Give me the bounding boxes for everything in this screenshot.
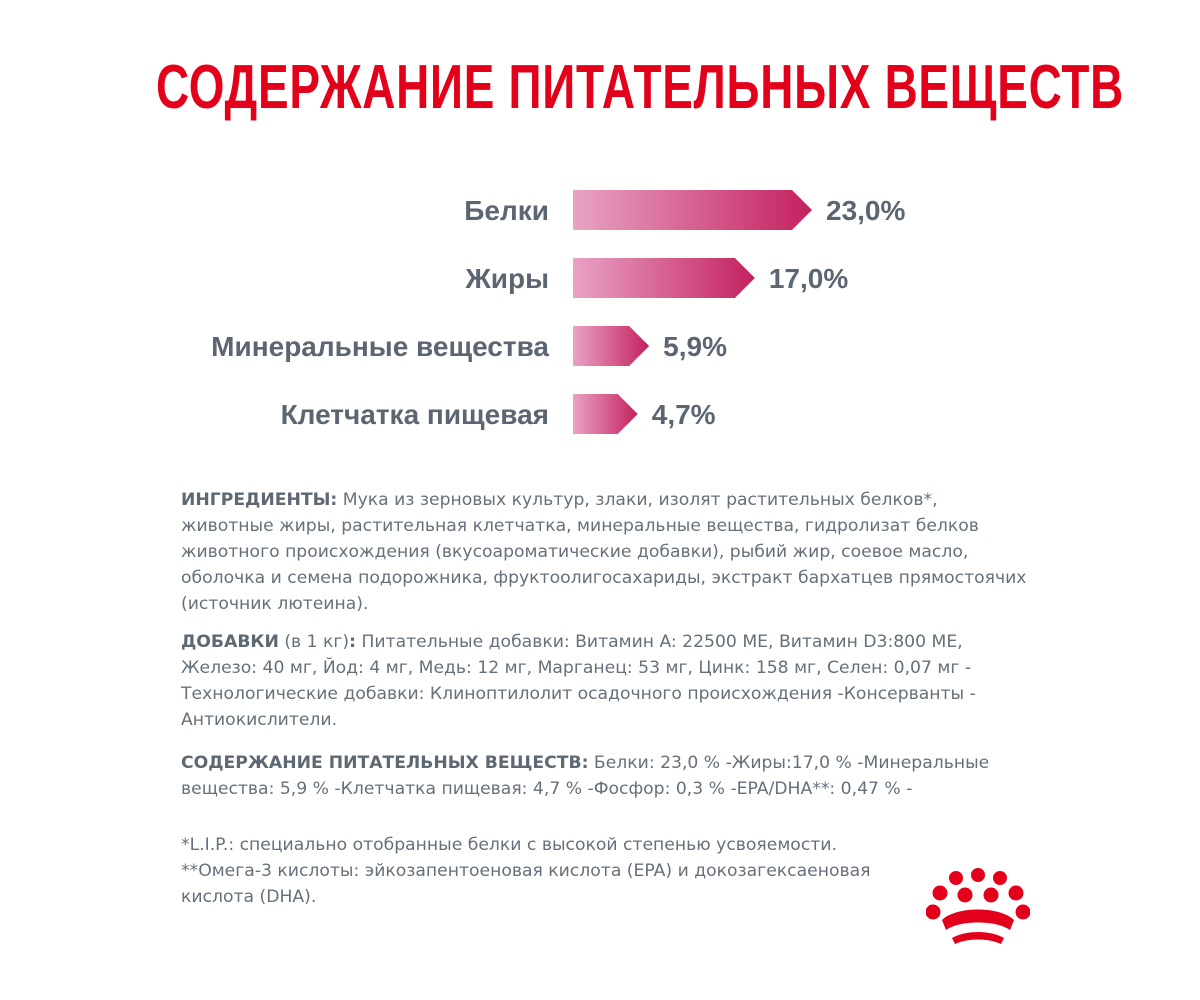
additives-heading: ДОБАВКИ [181, 632, 279, 652]
ingredients-text: Мука из зерновых культур, злаки, изолят … [181, 490, 1027, 614]
nutrients-paragraph: СОДЕРЖАНИЕ ПИТАТЕЛЬНЫХ ВЕЩЕСТВ: Белки: 2… [181, 750, 1031, 802]
nutrient-bar-chart: Белки 23,0% Жиры 17,0% Минеральные вещества 5… [211, 190, 905, 434]
footnotes: *L.I.P.: специально отобранные белки с в… [181, 832, 941, 910]
ingredients-heading: ИНГРЕДИЕНТЫ: [181, 490, 338, 510]
footnote-lip: *L.I.P.: специально отобранные белки с в… [181, 835, 837, 855]
additives-unit: (в 1 кг) [278, 632, 350, 652]
nutrients-text: Белки: 23,0 % -Жиры:17,0 % -Минеральные … [181, 753, 990, 799]
ingredients-paragraph: ИНГРЕДИЕНТЫ: Мука из зерновых культур, з… [181, 487, 1031, 617]
bar-0 [573, 190, 812, 230]
category-label: Жиры [464, 263, 549, 294]
additives-colon: : [349, 632, 357, 652]
value-label: 5,9% [663, 331, 727, 362]
bar-2 [573, 326, 650, 366]
value-label: 4,7% [652, 399, 716, 430]
value-label: 17,0% [769, 263, 848, 294]
footnote-omega: **Омега-3 кислоты: эйкозапентоеновая кис… [181, 861, 871, 907]
bar-3 [573, 394, 638, 434]
additives-paragraph: ДОБАВКИ (в 1 кг): Питательные добавки: В… [181, 629, 1031, 733]
additives-text: Питательные добавки: Витамин A: 22500 МЕ… [181, 632, 976, 730]
page-title: СОДЕРЖАНИЕ ПИТАТЕЛЬНЫХ ВЕЩЕСТВ [156, 53, 1124, 122]
value-label: 23,0% [826, 195, 905, 226]
royal-canin-crown-icon [926, 868, 1030, 944]
category-label: Минеральные вещества [211, 331, 549, 362]
category-label: Белки [464, 195, 549, 226]
nutrients-heading: СОДЕРЖАНИЕ ПИТАТЕЛЬНЫХ ВЕЩЕСТВ: [181, 753, 589, 773]
category-label: Клетчатка пищевая [281, 399, 549, 430]
bar-1 [573, 258, 755, 298]
